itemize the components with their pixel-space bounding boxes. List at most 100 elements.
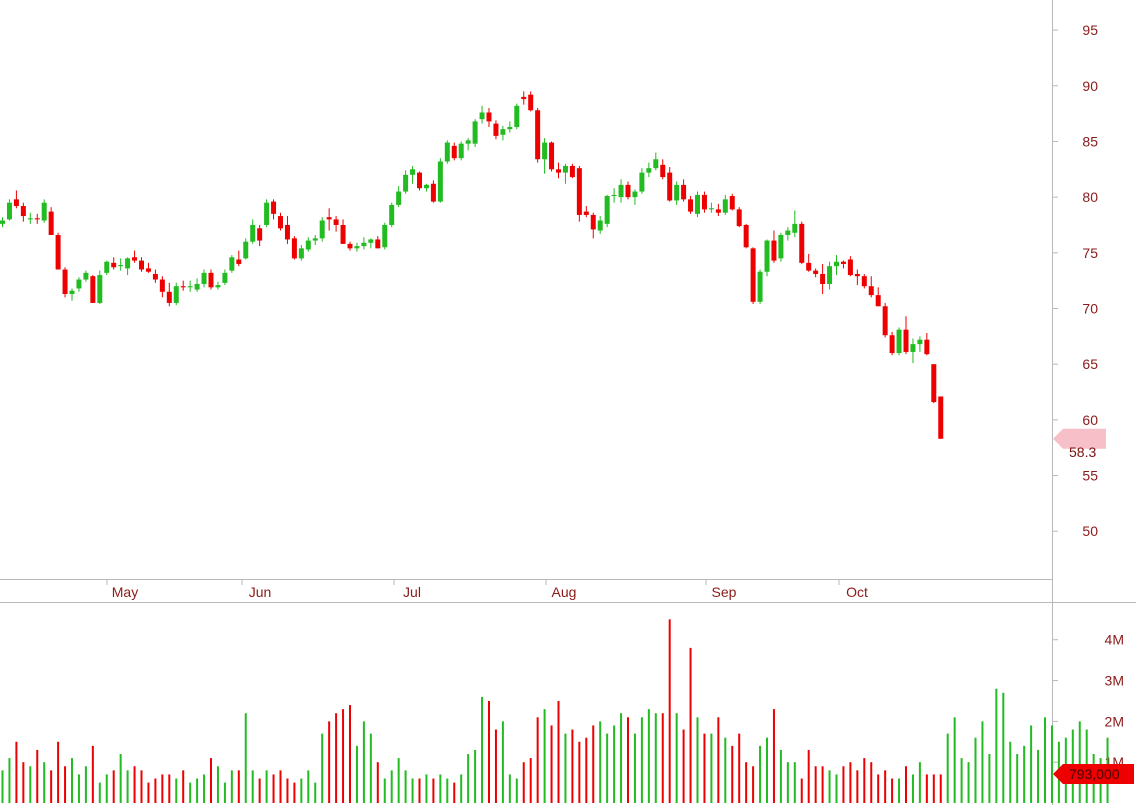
- candle: [0, 217, 5, 228]
- volume-bar: [800, 778, 803, 803]
- candle-body: [111, 262, 117, 268]
- candle-body: [750, 248, 756, 302]
- volume-bar: [849, 762, 852, 803]
- candle: [187, 280, 193, 292]
- candle-body: [535, 110, 541, 160]
- volume-bar: [515, 778, 518, 803]
- candle-body: [118, 265, 124, 267]
- candle-body: [667, 172, 673, 201]
- volume-bar: [8, 758, 11, 803]
- volume-bar: [71, 758, 73, 803]
- volume-bar: [675, 713, 678, 803]
- candle-body: [312, 238, 318, 241]
- candle: [347, 241, 353, 251]
- volume-bar: [793, 762, 796, 803]
- candle-body: [410, 169, 416, 175]
- volume-bar: [216, 766, 219, 803]
- candle: [132, 250, 138, 263]
- candle-body: [145, 268, 151, 272]
- candle-body: [340, 224, 346, 244]
- volume-bar: [1044, 717, 1046, 803]
- candle: [660, 159, 666, 180]
- candle-body: [298, 248, 304, 259]
- candle-body: [910, 344, 916, 352]
- candle: [236, 250, 242, 267]
- candle: [535, 108, 541, 163]
- candle-body: [90, 276, 96, 303]
- candle-body: [757, 271, 763, 302]
- candle-body: [521, 96, 527, 100]
- candle: [639, 168, 645, 194]
- volume-bar: [585, 737, 588, 803]
- volume-bar: [564, 733, 567, 803]
- candle-body: [847, 259, 853, 276]
- candle: [48, 207, 54, 235]
- volume-bar: [745, 762, 748, 803]
- volume-bar: [731, 745, 734, 803]
- volume-bar: [925, 774, 928, 803]
- volume-bar: [376, 762, 379, 803]
- candle-body: [347, 243, 353, 249]
- candle-body: [562, 165, 568, 173]
- candle-body: [208, 272, 214, 288]
- last-price-label: 58.3: [1069, 444, 1096, 460]
- volume-bar: [1023, 745, 1026, 803]
- candle: [6, 199, 12, 221]
- volume-bar: [870, 762, 873, 803]
- volume-bar: [786, 762, 789, 803]
- volume-bar: [15, 741, 18, 803]
- candle-body: [771, 240, 777, 261]
- candle: [618, 179, 624, 203]
- candle-body: [889, 335, 895, 354]
- candle: [813, 268, 819, 278]
- volume-bar: [293, 782, 296, 803]
- candle: [298, 245, 304, 261]
- candle: [159, 276, 165, 298]
- volume-bar: [362, 721, 365, 803]
- candle-body: [792, 223, 798, 233]
- candle-body: [361, 242, 367, 247]
- candle: [750, 247, 756, 305]
- candle-body: [528, 94, 534, 111]
- volume-bar: [307, 770, 310, 803]
- candle-body: [305, 240, 311, 250]
- candle-body: [34, 218, 40, 220]
- candle: [847, 256, 853, 277]
- volume-bar: [467, 754, 470, 803]
- price-axis: 50 55 60 65 70 75 80 85 90 95: [1052, 22, 1098, 539]
- candle: [625, 181, 631, 200]
- volume-bar: [689, 647, 692, 803]
- candle-body: [715, 209, 721, 213]
- candle-body: [861, 276, 867, 287]
- volume-bar: [647, 709, 650, 803]
- candle-body: [729, 196, 735, 210]
- candle: [354, 242, 360, 252]
- candle-body: [854, 273, 860, 277]
- volume-bar: [842, 766, 845, 803]
- volume-bar: [300, 778, 303, 803]
- candle-body: [396, 191, 402, 205]
- candle-body: [76, 279, 82, 289]
- candle: [180, 280, 186, 291]
- candle: [62, 267, 68, 298]
- candle-body: [820, 273, 826, 284]
- last-volume-label: 793,000: [1069, 766, 1120, 782]
- candle-body: [722, 199, 728, 213]
- candle: [868, 276, 874, 298]
- volume-bar: [911, 774, 914, 803]
- volume-bar: [133, 766, 136, 803]
- candle: [743, 223, 749, 249]
- candle-body: [917, 339, 923, 345]
- volume-bar: [946, 733, 949, 803]
- candle: [403, 170, 409, 194]
- candle: [69, 288, 75, 301]
- candle-body: [257, 228, 263, 241]
- candle-body: [458, 143, 464, 159]
- candle: [632, 189, 638, 205]
- candle: [389, 202, 395, 228]
- candle: [799, 221, 805, 264]
- candle: [549, 141, 555, 172]
- candle-body: [549, 142, 555, 170]
- candle-body: [437, 161, 443, 202]
- volume-bar: [57, 741, 60, 803]
